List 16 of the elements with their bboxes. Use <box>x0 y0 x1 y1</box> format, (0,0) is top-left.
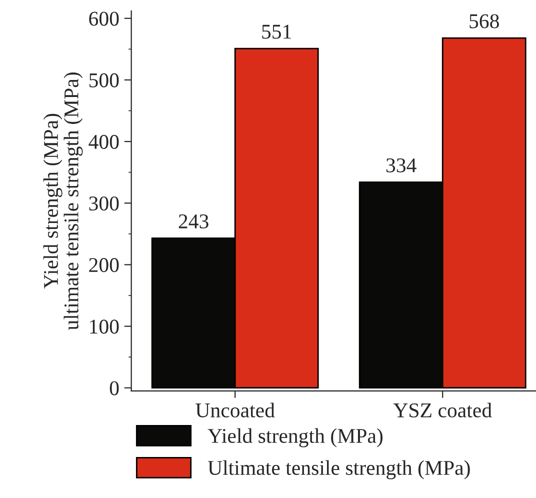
legend-label: Yield strength (MPa) <box>208 428 382 448</box>
x-tick-label: YSZ coated <box>393 402 492 418</box>
data-label: 568 <box>470 14 499 28</box>
data-label: 551 <box>262 24 291 39</box>
y-tick-label: 200 <box>89 258 119 272</box>
y-axis-title: Yield strength (MPa) ultimate tensile strength (MPa) <box>43 72 83 330</box>
y-tick-label: 100 <box>90 320 119 334</box>
y-tick-label: 400 <box>88 134 119 149</box>
y-tick-label: 0 <box>110 381 119 396</box>
data-label: 334 <box>386 158 416 172</box>
y-tick-label: 300 <box>89 196 119 211</box>
data-label: 243 <box>178 214 208 228</box>
legend-label: Ultimate tensile strength (MPa) <box>208 460 470 480</box>
y-tick-label: 500 <box>89 73 119 88</box>
x-tick-label: Uncoated <box>196 402 275 418</box>
y-tick-label: 600 <box>89 12 119 26</box>
